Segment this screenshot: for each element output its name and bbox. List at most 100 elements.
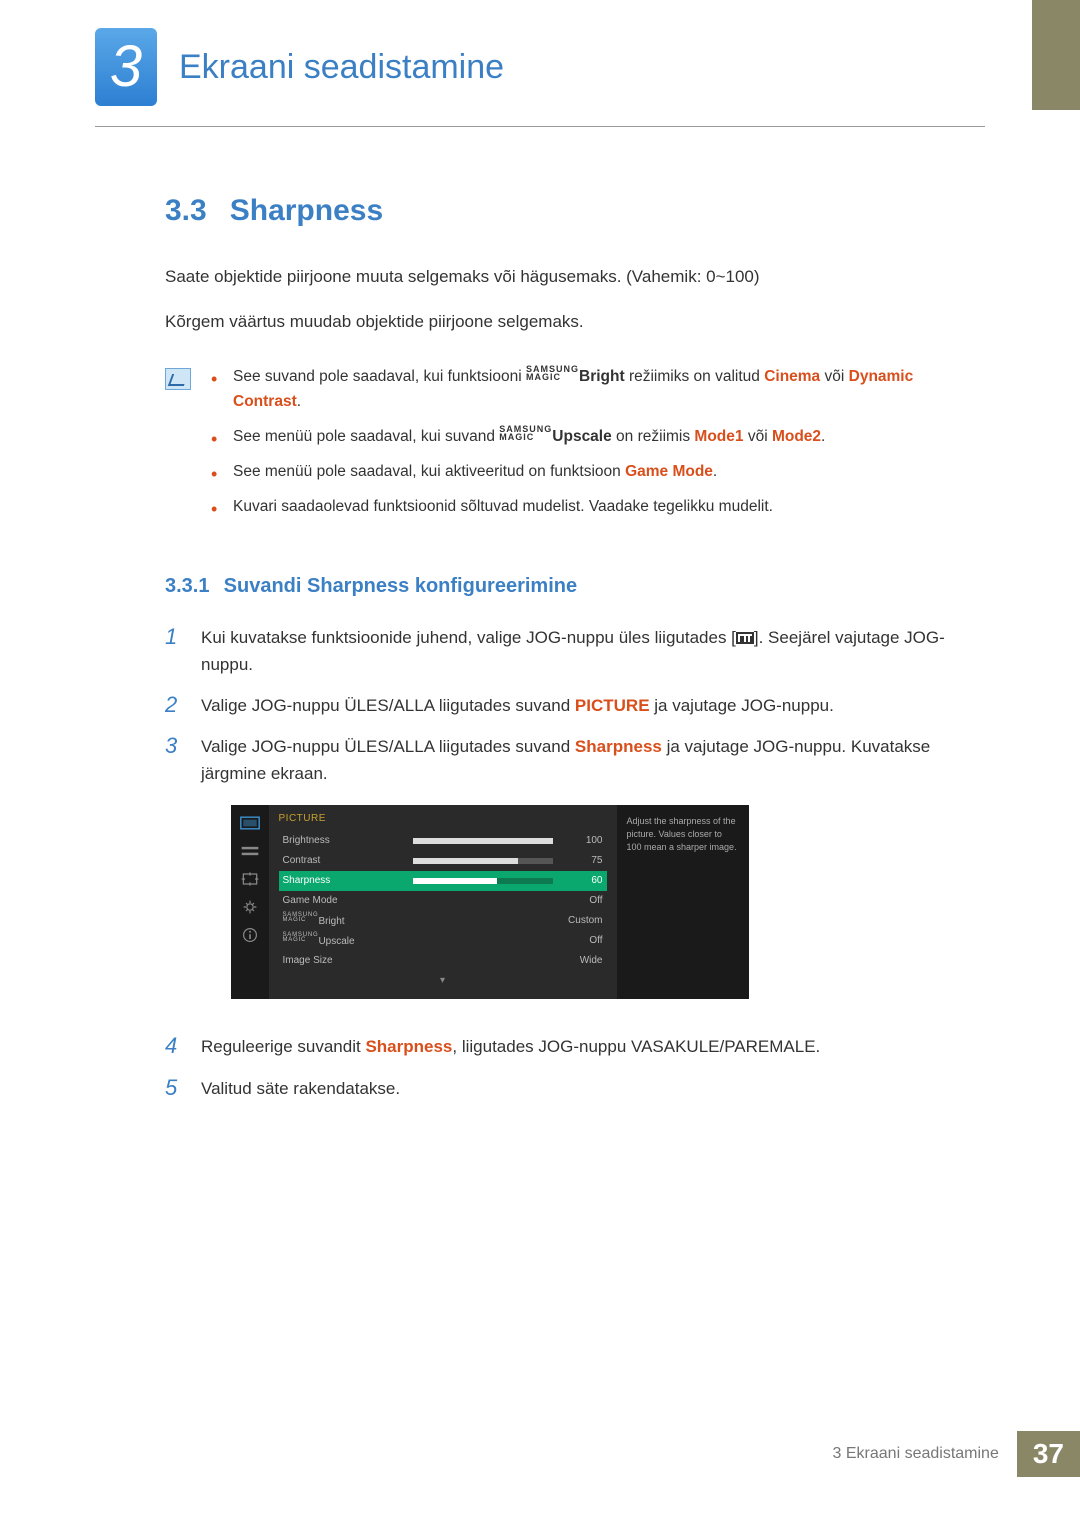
step-4: 4 Reguleerige suvandit Sharpness, liigut… <box>165 1033 980 1060</box>
t: Valige JOG-nuppu ÜLES/ALLA liigutades su… <box>201 696 575 715</box>
step-num: 3 <box>165 733 183 1019</box>
osd-row: SAMSUNGMAGICUpscale Off <box>279 931 607 951</box>
osd-icon-gear <box>237 897 263 917</box>
osd-bar <box>413 878 553 884</box>
chapter-title: Ekraani seadistamine <box>179 48 504 87</box>
osd-row-value: Wide <box>553 953 603 969</box>
osd-sidebar <box>231 805 269 999</box>
osd-title: PICTURE <box>279 811 607 827</box>
t: . <box>297 393 301 410</box>
osd-screenshot: PICTURE Brightness 100 Contrast 75 Sharpness… <box>231 805 749 999</box>
step-body: Kui kuvatakse funktsioonide juhend, vali… <box>201 624 980 678</box>
subsection-heading: 3.3.1 Suvandi Sharpness konfigureerimine <box>165 570 980 602</box>
step-3: 3 Valige JOG-nuppu ÜLES/ALLA liigutades … <box>165 733 980 1019</box>
t: . <box>713 463 717 480</box>
samsung-magic-inline: SAMSUNGMAGIC <box>499 425 552 441</box>
step-body: Valitud säte rakendatakse. <box>201 1075 980 1102</box>
step-5: 5 Valitud säte rakendatakse. <box>165 1075 980 1102</box>
osd-row-value: Off <box>553 933 603 949</box>
osd-row-value: Off <box>553 893 603 909</box>
osd-row: Brightness 100 <box>279 831 607 851</box>
osd-row-value: 100 <box>553 833 603 849</box>
step-1: 1 Kui kuvatakse funktsioonide juhend, va… <box>165 624 980 678</box>
content: 3.3 Sharpness Saate objektide piirjoone … <box>0 127 1080 1102</box>
chapter-header: 3 Ekraani seadistamine <box>0 0 1080 106</box>
t: Game Mode <box>625 463 713 480</box>
osd-row-value: Custom <box>553 913 603 929</box>
osd-row-label: Contrast <box>283 853 413 869</box>
step-2: 2 Valige JOG-nuppu ÜLES/ALLA liigutades … <box>165 692 980 719</box>
t: Reguleerige suvandit <box>201 1037 365 1056</box>
note-item-1: See suvand pole saadaval, kui funktsioon… <box>211 365 980 415</box>
osd-row: SAMSUNGMAGICBright Custom <box>279 911 607 931</box>
note-list: See suvand pole saadaval, kui funktsioon… <box>211 365 980 529</box>
chapter-badge: 3 <box>95 28 157 106</box>
step-num: 4 <box>165 1033 183 1060</box>
t: Mode1 <box>694 428 743 445</box>
osd-down-arrow: ▾ <box>279 973 607 989</box>
step-num: 5 <box>165 1075 183 1102</box>
osd-help: Adjust the sharpness of the picture. Val… <box>617 805 750 999</box>
step-num: 2 <box>165 692 183 719</box>
t: See menüü pole saadaval, kui suvand <box>233 428 499 445</box>
osd-row-label: Game Mode <box>283 893 413 909</box>
t: on režiimis <box>612 428 695 445</box>
subsection-num: 3.3.1 <box>165 575 209 597</box>
note-block: See suvand pole saadaval, kui funktsioon… <box>165 365 980 529</box>
osd-icon-size <box>237 869 263 889</box>
t: . <box>821 428 825 445</box>
t: Cinema <box>764 368 820 385</box>
osd-row-label: SAMSUNGMAGICUpscale <box>283 933 413 950</box>
top-right-bar <box>1032 0 1080 110</box>
section-num: 3.3 <box>165 187 225 235</box>
osd-row-label: Image Size <box>283 953 413 969</box>
t: või <box>744 428 772 445</box>
osd-row: Contrast 75 <box>279 851 607 871</box>
osd-bar <box>413 858 553 864</box>
osd-icon-picture <box>237 813 263 833</box>
section-para-2: Kõrgem väärtus muudab objektide piirjoon… <box>165 308 980 335</box>
osd-row-label: Brightness <box>283 833 413 849</box>
osd-icon-settings <box>237 841 263 861</box>
osd-row: Sharpness 60 <box>279 871 607 891</box>
t: Bright <box>579 368 625 385</box>
t: , liigutades JOG-nuppu VASAKULE/PAREMALE… <box>452 1037 820 1056</box>
step-num: 1 <box>165 624 183 678</box>
osd-row: Image Size Wide <box>279 951 607 971</box>
step-body: Valige JOG-nuppu ÜLES/ALLA liigutades su… <box>201 692 980 719</box>
t: Upscale <box>552 428 611 445</box>
t: Mode2 <box>772 428 821 445</box>
t: Valige JOG-nuppu ÜLES/ALLA liigutades su… <box>201 737 575 756</box>
steps-list: 1 Kui kuvatakse funktsioonide juhend, va… <box>165 624 980 1102</box>
note-item-3: See menüü pole saadaval, kui aktiveeritu… <box>211 460 980 485</box>
section-title: Sharpness <box>230 194 383 227</box>
osd-row-value: 60 <box>553 873 603 889</box>
t: MAGIC <box>526 372 561 382</box>
t: See suvand pole saadaval, kui funktsioon… <box>233 368 526 385</box>
t: ja vajutage JOG-nuppu. <box>650 696 834 715</box>
osd-bar <box>413 838 553 844</box>
osd-row-label: Sharpness <box>283 873 413 889</box>
footer-page: 37 <box>1017 1431 1080 1477</box>
t: Kui kuvatakse funktsioonide juhend, vali… <box>201 628 736 647</box>
osd-row-label: SAMSUNGMAGICBright <box>283 913 413 930</box>
osd-rows: Brightness 100 Contrast 75 Sharpness 60 Game M… <box>279 831 607 971</box>
note-item-4: Kuvari saadaolevad funktsioonid sõltuvad… <box>211 495 980 520</box>
osd-row-value: 75 <box>553 853 603 869</box>
samsung-magic-inline: SAMSUNGMAGIC <box>526 365 579 381</box>
t: või <box>820 368 848 385</box>
subsection-title: Suvandi Sharpness konfigureerimine <box>224 575 577 597</box>
t: Sharpness <box>575 737 662 756</box>
t: režiimiks on valitud <box>625 368 765 385</box>
t: PICTURE <box>575 696 650 715</box>
note-icon <box>165 368 191 390</box>
chapter-number: 3 <box>110 38 142 96</box>
footer-text: 3 Ekraani seadistamine <box>815 1431 1017 1477</box>
section-heading: 3.3 Sharpness <box>165 187 980 235</box>
t: See menüü pole saadaval, kui aktiveeritu… <box>233 463 625 480</box>
note-item-2: See menüü pole saadaval, kui suvand SAMS… <box>211 425 980 450</box>
step-body: Reguleerige suvandit Sharpness, liigutad… <box>201 1033 980 1060</box>
osd-row: Game Mode Off <box>279 891 607 911</box>
osd-icon-info <box>237 925 263 945</box>
osd-main: PICTURE Brightness 100 Contrast 75 Sharpness… <box>269 805 617 999</box>
